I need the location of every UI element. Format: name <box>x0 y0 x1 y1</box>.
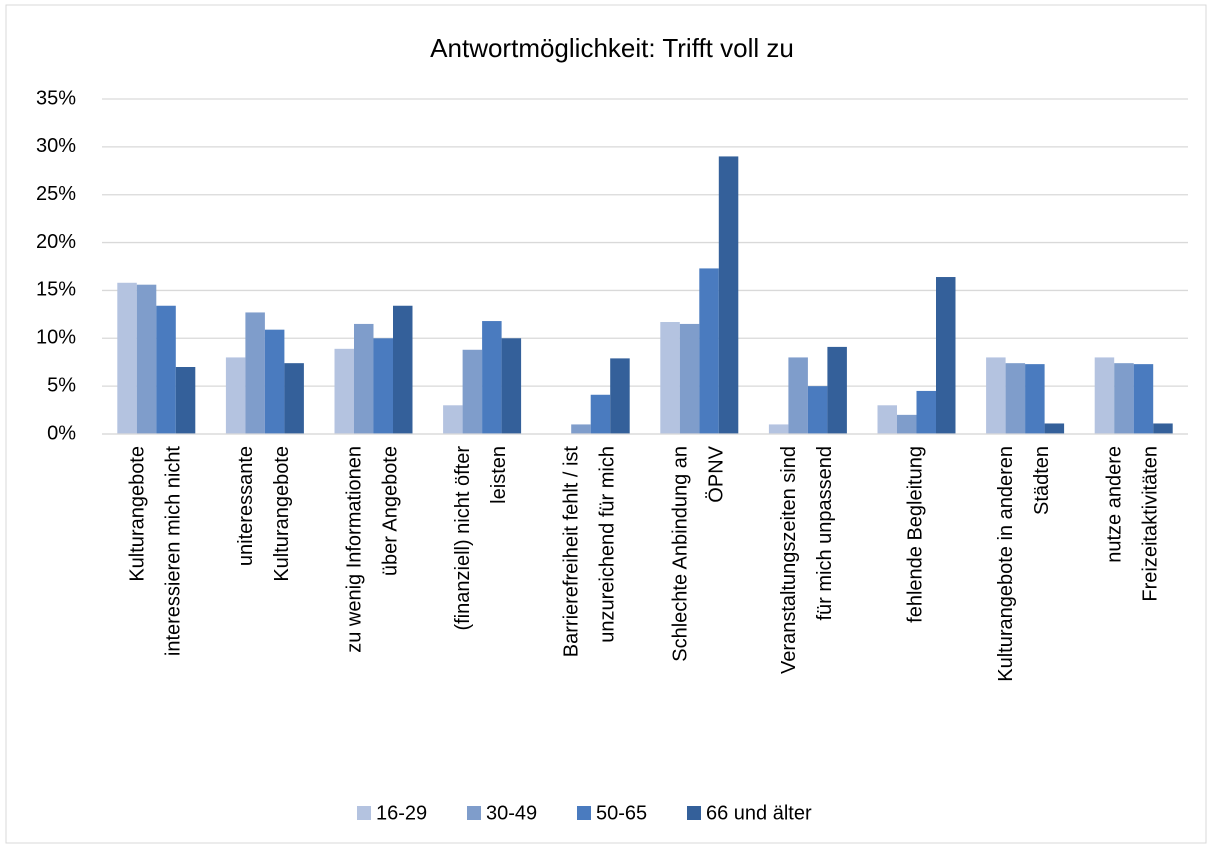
bar <box>354 323 374 434</box>
y-tick-label: 10% <box>36 327 76 349</box>
bar <box>788 357 808 434</box>
bar <box>827 346 847 434</box>
bar <box>660 322 680 434</box>
bar <box>699 268 719 434</box>
x-tick-label: Kulturangebote in anderen Städten <box>995 446 1053 682</box>
legend-swatch <box>577 806 591 820</box>
bar <box>443 405 463 434</box>
y-tick-label: 0% <box>47 422 76 444</box>
legend-swatch <box>467 806 481 820</box>
bar <box>679 323 700 434</box>
y-tick-label: 30% <box>36 135 76 157</box>
legend-label: 66 und älter <box>706 802 812 824</box>
bar <box>936 277 956 434</box>
bar <box>1114 363 1134 434</box>
legend-label: 30-49 <box>486 802 537 824</box>
bar <box>334 348 354 434</box>
y-tick-label: 25% <box>36 183 76 205</box>
bar <box>916 390 936 434</box>
legend-swatch <box>357 806 371 820</box>
bar <box>245 312 265 434</box>
bar <box>768 424 789 434</box>
y-tick-label: 5% <box>47 374 76 396</box>
bar <box>807 386 828 434</box>
y-tick-label: 20% <box>36 231 76 253</box>
y-tick-label: 15% <box>36 279 76 301</box>
bar <box>156 305 176 434</box>
legend-swatch <box>687 806 701 820</box>
legend-label: 50-65 <box>596 802 647 824</box>
bar <box>393 305 413 434</box>
bar <box>117 282 137 434</box>
x-tick-label: Barrierefreiheit fehlt / ist unzureichend… <box>561 446 619 658</box>
bar <box>264 329 285 434</box>
bar <box>462 349 483 434</box>
x-tick-label: (finanziell) nicht öfter leisten <box>452 446 510 631</box>
bar <box>1094 357 1115 434</box>
x-tick-label: zu wenig Informationen über Angebote <box>344 446 402 653</box>
legend-label: 16-29 <box>376 802 427 824</box>
bar <box>175 367 196 434</box>
x-tick-label: uniteressante Kulturangebote <box>235 446 293 582</box>
bar <box>1153 423 1173 434</box>
bar <box>1005 363 1026 434</box>
bar <box>501 338 522 434</box>
chart-title: Antwortmöglichkeit: Trifft voll zu <box>430 33 794 63</box>
x-tick-label: nutze andere Freizeitaktivitäten <box>1104 446 1162 602</box>
y-tick-label: 35% <box>36 87 76 109</box>
x-tick-label: Schlechte Anbindung an ÖPNV <box>670 445 728 661</box>
bar <box>610 358 630 434</box>
x-tick-label: Kulturangebote interessieren mich nicht <box>127 446 185 657</box>
x-tick-label: fehlende Begleitung <box>905 446 927 623</box>
bar <box>877 405 897 434</box>
bar <box>373 338 393 434</box>
bar <box>1133 364 1154 434</box>
bar <box>1025 364 1045 434</box>
bar <box>986 357 1006 434</box>
bar <box>136 284 157 434</box>
bar <box>571 424 591 434</box>
bar <box>590 394 611 434</box>
bar <box>482 321 502 434</box>
bar <box>1044 423 1065 434</box>
bar <box>718 156 739 434</box>
x-tick-label: Veranstaltungszeiten sind für mich unpass… <box>778 446 836 674</box>
bar <box>284 363 304 434</box>
bar <box>897 414 917 434</box>
bar <box>225 357 246 434</box>
